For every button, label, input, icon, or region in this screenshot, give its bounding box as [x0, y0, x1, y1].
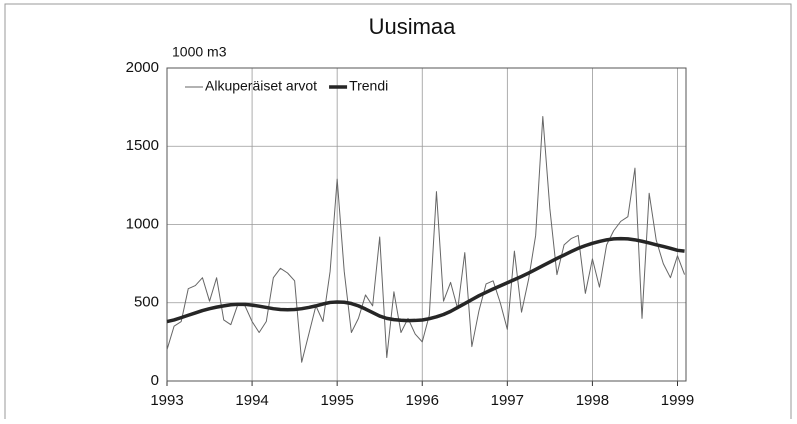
legend-label: Trendi	[349, 78, 388, 94]
y-tick-label: 1000	[126, 215, 159, 232]
y-axis-label: 1000 m3	[172, 44, 227, 60]
plot-area	[166, 67, 687, 382]
x-tick-label: 1998	[576, 392, 609, 409]
y-tick-label: 0	[151, 372, 159, 389]
chart-title: Uusimaa	[369, 14, 457, 39]
y-tick-label: 1500	[126, 137, 159, 154]
x-tick-label: 1993	[150, 392, 183, 409]
y-tick-label: 2000	[126, 59, 159, 76]
x-tick-label: 1995	[320, 392, 353, 409]
legend-label: Alkuperäiset arvot	[205, 78, 317, 94]
series-line	[166, 236, 685, 324]
x-tick-label: 1997	[491, 392, 524, 409]
frame	[4, 3, 792, 424]
x-tick-label: 1999	[661, 392, 694, 409]
series-line	[166, 116, 686, 363]
x-tick-label: 1994	[235, 392, 268, 409]
x-tick-label: 1996	[406, 392, 439, 409]
y-tick-label: 500	[134, 294, 159, 311]
